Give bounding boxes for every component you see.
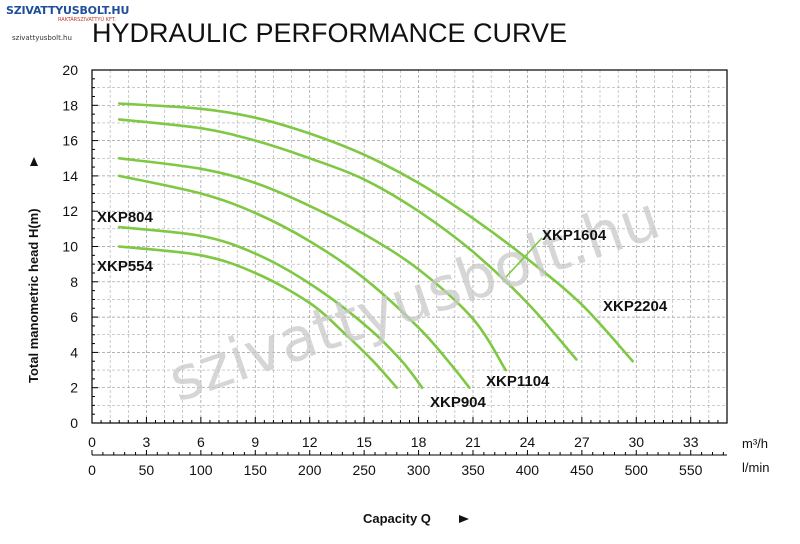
series-lines [117, 102, 634, 389]
label-xkp1604: XKP1604 [542, 227, 607, 244]
series-line-xkp554 [117, 245, 399, 389]
y-tick-label: 16 [62, 133, 78, 149]
chart-title: HYDRAULIC PERFORMANCE CURVE [92, 18, 567, 48]
x2-tick-label: 200 [298, 462, 322, 478]
y-tick-label: 12 [62, 203, 78, 219]
x-axis-arrow-icon [459, 515, 469, 523]
y-tick-label: 18 [62, 97, 78, 113]
x2-tick-label: 250 [352, 462, 376, 478]
x2-tick-label: 0 [88, 462, 96, 478]
y-axis-arrow-icon [30, 157, 38, 166]
x2-tick-label: 350 [461, 462, 485, 478]
series-line-xkp904 [117, 174, 471, 389]
x-tick-label: 12 [302, 434, 318, 450]
series-line-xkp804 [117, 225, 424, 389]
x2-tick-label: 300 [407, 462, 431, 478]
x2-tick-label: 500 [625, 462, 649, 478]
x-tick-label: 3 [143, 434, 151, 450]
y-tick-label: 6 [70, 309, 78, 325]
x2-unit-label: l/min [742, 460, 769, 475]
x-axis-title: Capacity Q [363, 511, 431, 526]
x-tick-label: 0 [88, 434, 96, 450]
series-labels: XKP804 XKP554 XKP1604 XKP2204 XKP1104 XK… [97, 209, 668, 411]
brand-url: szivattyusbolt.hu [12, 34, 72, 42]
series-line-xkp1104 [117, 157, 507, 372]
x-unit-label: m³/h [742, 436, 768, 451]
x2-tick-label: 450 [570, 462, 594, 478]
label-xkp904: XKP904 [430, 394, 487, 411]
x-tick-label: 15 [356, 434, 372, 450]
x-tick-label: 33 [683, 434, 699, 450]
y-tick-label: 2 [70, 380, 78, 396]
label-xkp554: XKP554 [97, 258, 154, 275]
y-tick-label: 10 [62, 239, 78, 255]
x-tick-label: 18 [411, 434, 427, 450]
y-tick-label: 8 [70, 274, 78, 290]
label-xkp804: XKP804 [97, 209, 154, 226]
series-line-xkp2204 [117, 102, 634, 363]
axes [91, 69, 728, 456]
logo-text: SZIVATTYUSBOLT.HU [6, 4, 130, 17]
y-tick-label: 14 [62, 168, 78, 184]
x2-tick-label: 400 [516, 462, 540, 478]
y-tick-label: 0 [70, 415, 78, 431]
x2-tick-label: 50 [139, 462, 155, 478]
x2-tick-label: 550 [679, 462, 703, 478]
logo-tagline: RAKTÁRSZIVATTYÚ KFT. [58, 17, 116, 23]
x-tick-label: 9 [251, 434, 259, 450]
label-xkp2204: XKP2204 [603, 298, 668, 315]
brand-logo: SZIVATTYUSBOLT.HU RAKTÁRSZIVATTYÚ KFT. [6, 4, 129, 26]
y-axis-title: Total manometric head H(m) [26, 208, 41, 383]
y-tick-label: 20 [62, 62, 78, 78]
series-line-xkp1604 [117, 118, 578, 361]
label-xkp1104: XKP1104 [486, 373, 550, 390]
x-tick-label: 6 [197, 434, 205, 450]
label-pointer-xkp1604 [505, 237, 543, 278]
x-tick-label: 21 [465, 434, 481, 450]
y-tick-label: 4 [70, 344, 78, 360]
x-tick-label: 30 [628, 434, 644, 450]
x-tick-label: 24 [520, 434, 536, 450]
x2-tick-label: 150 [244, 462, 268, 478]
x2-tick-label: 100 [189, 462, 213, 478]
x-tick-label: 27 [574, 434, 590, 450]
